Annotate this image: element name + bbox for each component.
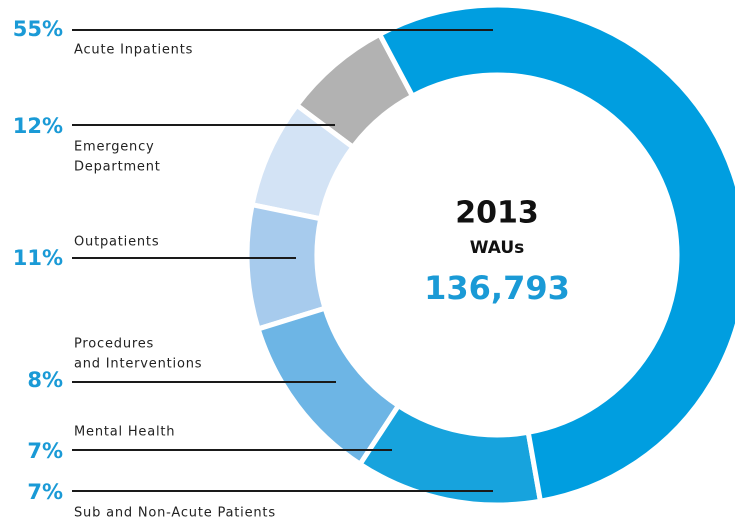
category-label: Department — [74, 160, 161, 175]
value-label: 12% — [13, 114, 63, 138]
value-label: 8% — [27, 368, 63, 392]
center-label: WAUs — [470, 238, 525, 258]
category-label: Outpatients — [74, 235, 159, 250]
donut-segment — [244, 201, 329, 333]
category-label: Sub and Non-Acute Patients — [74, 506, 276, 521]
category-label: Emergency — [74, 140, 155, 155]
category-label: and Interventions — [74, 357, 202, 372]
value-label: 7% — [27, 439, 63, 463]
donut-segment — [255, 305, 402, 468]
donut-segment — [249, 101, 357, 222]
value-label: 11% — [13, 246, 63, 270]
category-label: Procedures — [74, 337, 154, 352]
labels: 55% Acute Inpatients 12% Emergency Departmen… — [13, 17, 493, 521]
center-year: 2013 — [455, 196, 539, 231]
category-label: Acute Inpatients — [74, 43, 193, 58]
donut-segment — [356, 402, 544, 508]
center-total: 136,793 — [424, 269, 570, 307]
donut-segment — [376, 2, 735, 505]
value-label: 55% — [13, 17, 63, 41]
category-label: Mental Health — [74, 425, 175, 440]
value-label: 7% — [27, 480, 63, 504]
